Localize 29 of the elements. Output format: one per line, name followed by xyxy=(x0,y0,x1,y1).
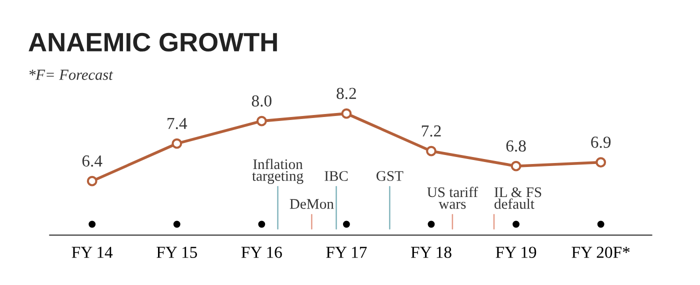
text: IL & FS default xyxy=(494,187,542,209)
data-label: 7.4 xyxy=(168,118,188,130)
annotation: Inflation targeting xyxy=(252,158,304,184)
x-tick-label: FY 19 xyxy=(496,246,536,258)
chart-title: ANAEMIC GROWTH xyxy=(28,32,277,52)
point xyxy=(426,146,436,156)
point xyxy=(86,176,98,186)
x-tick-label: FY 15 xyxy=(156,246,197,258)
x-tick-label: FY 17 xyxy=(326,246,367,258)
x-tick-label: FY 20F* xyxy=(572,246,630,258)
data-label: 8.2 xyxy=(336,88,356,100)
point xyxy=(256,116,267,126)
chart-subtitle: *F= Forecast xyxy=(29,70,114,80)
point xyxy=(341,108,352,119)
x-tick-label: FY 18 xyxy=(410,246,452,258)
x-tick-label: FY 14 xyxy=(72,246,113,258)
data-label: 6.8 xyxy=(506,140,526,152)
data-label: 6.9 xyxy=(591,136,611,148)
point xyxy=(172,138,182,149)
data-label: 8.0 xyxy=(252,95,272,107)
annotation: GST xyxy=(376,171,404,181)
data-label: 6.4 xyxy=(82,155,102,167)
annotation: IBC xyxy=(324,171,348,181)
text: US tariff wars xyxy=(427,186,478,209)
point xyxy=(596,157,606,168)
x-tick-label: FY 16 xyxy=(241,246,282,258)
data-label: 7.2 xyxy=(422,125,441,137)
text: DeMon xyxy=(290,199,334,209)
point xyxy=(510,160,522,172)
